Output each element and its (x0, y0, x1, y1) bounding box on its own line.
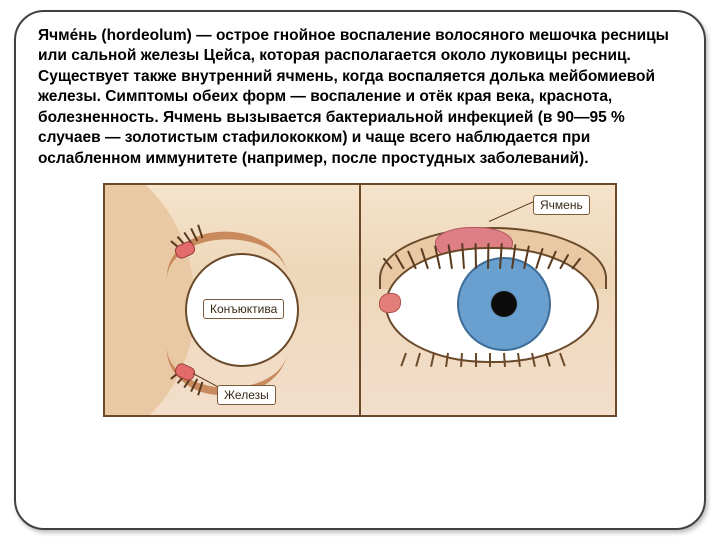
illustration: Конъюктива Железы (103, 183, 617, 417)
panel-front-view: Ячмень (361, 185, 615, 415)
definition-body: — острое гнойное воспаление волосяного м… (38, 27, 669, 167)
panel-side-view: Конъюктива Железы (105, 185, 361, 415)
label-glands: Железы (217, 385, 276, 405)
body-text: Ячме́нь (hordeolum) — острое гнойное вос… (38, 26, 682, 169)
term: Ячме́нь (hordeolum) (38, 27, 192, 44)
lead-stye (489, 201, 535, 222)
pupil (492, 292, 516, 316)
illustration-container: Конъюктива Железы (38, 183, 682, 417)
label-stye: Ячмень (533, 195, 590, 215)
iris (457, 257, 551, 351)
slide: Ячме́нь (hordeolum) — острое гнойное вос… (0, 0, 720, 540)
lower-lashes-front (405, 353, 581, 371)
upper-lashes-front (391, 241, 591, 269)
label-conjunctiva: Конъюктива (203, 299, 284, 319)
slide-frame: Ячме́нь (hordeolum) — острое гнойное вос… (14, 10, 706, 530)
